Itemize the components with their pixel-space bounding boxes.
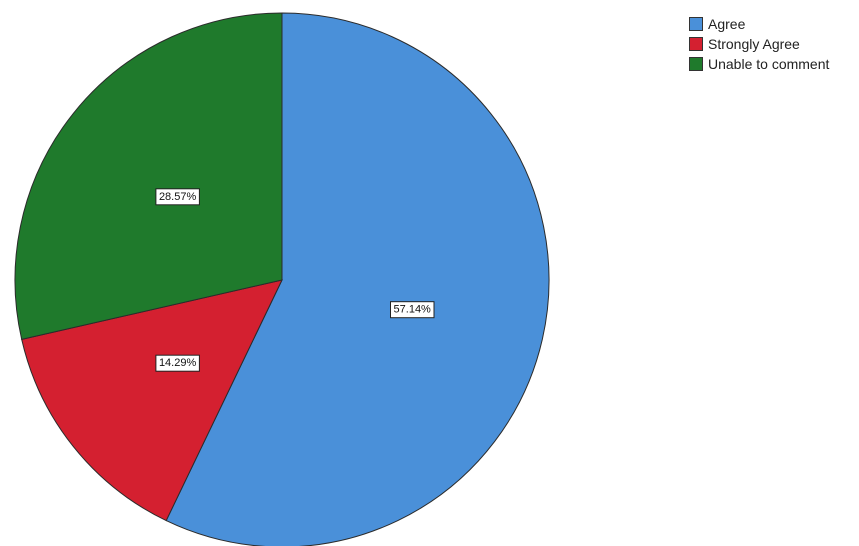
legend-item-agree: Agree bbox=[689, 14, 829, 34]
legend-swatch-unable-to-comment bbox=[689, 57, 703, 71]
chart-legend: Agree Strongly Agree Unable to comment bbox=[689, 14, 829, 74]
data-label-unable-to-comment: 28.57% bbox=[155, 188, 200, 206]
data-label-text-agree: 57.14% bbox=[394, 304, 432, 316]
pie-slice-strongly-agree bbox=[21, 279, 283, 522]
legend-label-agree: Agree bbox=[708, 16, 746, 32]
legend-label-strongly-agree: Strongly Agree bbox=[708, 36, 800, 52]
legend-item-unable-to-comment: Unable to comment bbox=[689, 54, 829, 74]
legend-swatch-agree bbox=[689, 17, 703, 31]
pie-slice-unable-to-comment bbox=[14, 12, 283, 340]
legend-item-strongly-agree: Strongly Agree bbox=[689, 34, 829, 54]
data-label-box-strongly-agree bbox=[155, 354, 200, 372]
pie-slice-agree bbox=[165, 12, 550, 546]
data-label-text-unable-to-comment: 28.57% bbox=[159, 191, 197, 203]
data-label-box-agree bbox=[390, 301, 435, 319]
legend-label-unable-to-comment: Unable to comment bbox=[708, 56, 830, 72]
data-label-agree: 57.14% bbox=[390, 301, 435, 319]
data-label-box-unable-to-comment bbox=[155, 188, 200, 206]
legend-swatch-strongly-agree bbox=[689, 37, 703, 51]
data-label-strongly-agree: 14.29% bbox=[155, 354, 200, 372]
data-label-text-strongly-agree: 14.29% bbox=[159, 357, 197, 369]
